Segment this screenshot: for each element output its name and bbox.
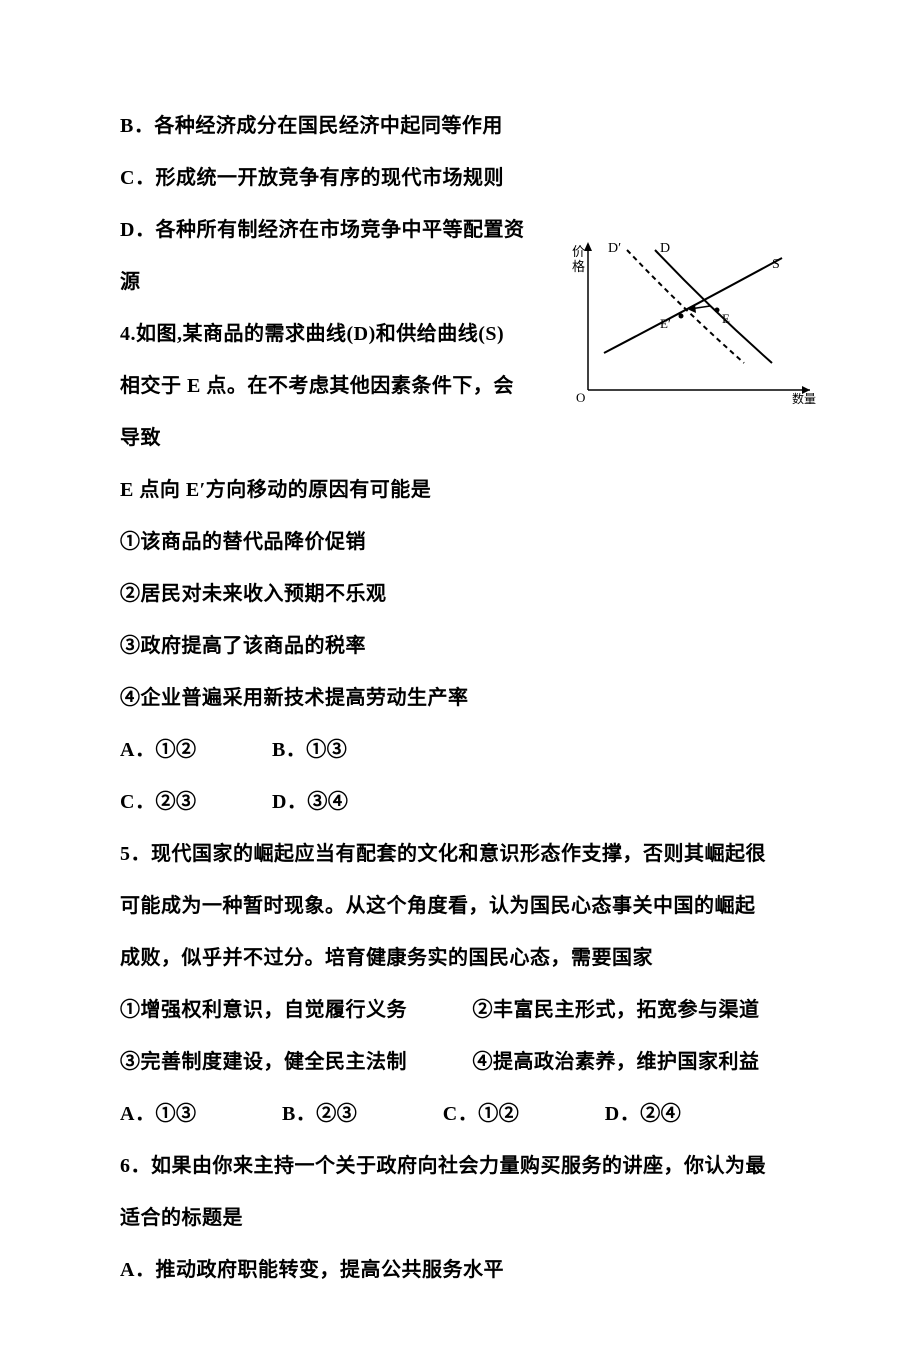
q5-statement-3: ③完善制度建设，健全民主法制 [120,1051,407,1073]
q3-option-d-line1: D．各种所有制经济在市场竞争中平等配置资 [120,204,545,256]
chart-e-label: E [722,311,730,326]
chart-d-label: D [660,241,670,256]
q5-stem-line1: 5．现代国家的崛起应当有配套的文化和意识形态作支撑，否则其崛起很 [120,828,810,880]
chart-eprime-label: E′ [660,316,671,331]
q4-statement-4: ④企业普遍采用新技术提高劳动生产率 [120,672,810,724]
q5-stem-line3: 成败，似乎并不过分。培育健康务实的国民心态，需要国家 [120,932,810,984]
q5-option-d: D．②④ [605,1103,681,1125]
q5-statement-1: ①增强权利意识，自觉履行义务 [120,999,407,1021]
q4-statement-1: ①该商品的替代品降价促销 [120,516,810,568]
chart-origin: O [576,390,585,405]
chart-ylabel-a: 价 [572,244,585,259]
q4-option-c: C．②③ [120,791,196,813]
q4-stem-line1: 4.如图,某商品的需求曲线(D)和供给曲线(S) [120,308,545,360]
q5-stem-line2: 可能成为一种暂时现象。从这个角度看，认为国民心态事关中国的崛起 [120,880,810,932]
q5-statement-4: ④提高政治素养，维护国家利益 [473,1051,760,1073]
chart-dprime-label: D′ [608,241,621,256]
q5-option-a: A．①③ [120,1103,196,1125]
q3-option-c: C．形成统一开放竞争有序的现代市场规则 [120,152,810,204]
q4-stem-line3: 导致 [120,412,545,464]
chart-ylabel-b: 格 [572,259,585,274]
chart-s-label: S [772,257,780,272]
q5-statement-2: ②丰富民主形式，拓宽参与渠道 [473,999,760,1021]
chart-xlabel: 数量 [792,391,816,406]
q4-option-b: B．①③ [272,739,347,761]
q5-option-b: B．②③ [282,1103,357,1125]
q5-option-c: C．①② [443,1103,519,1125]
q4-statement-2: ②居民对未来收入预期不乐观 [120,568,810,620]
q6-option-a: A．推动政府职能转变，提高公共服务水平 [120,1244,810,1296]
q4-option-a: A．①② [120,739,196,761]
q4-option-d: D．③④ [272,791,348,813]
q3-option-b: B．各种经济成分在国民经济中起同等作用 [120,100,810,152]
q3-option-d-line2: 源 [120,256,545,308]
q4-stem-line4: E 点向 E′方向移动的原因有可能是 [120,464,810,516]
q4-stem-line2: 相交于 E 点。在不考虑其他因素条件下，会 [120,360,545,412]
q4-statement-3: ③政府提高了该商品的税率 [120,620,810,672]
q6-stem-line1: 6．如果由你来主持一个关于政府向社会力量购买服务的讲座，你认为最 [120,1140,810,1192]
q6-stem-line2: 适合的标题是 [120,1192,810,1244]
supply-demand-chart: 价 格 O 数量 S D D′ E E′ [570,238,820,406]
